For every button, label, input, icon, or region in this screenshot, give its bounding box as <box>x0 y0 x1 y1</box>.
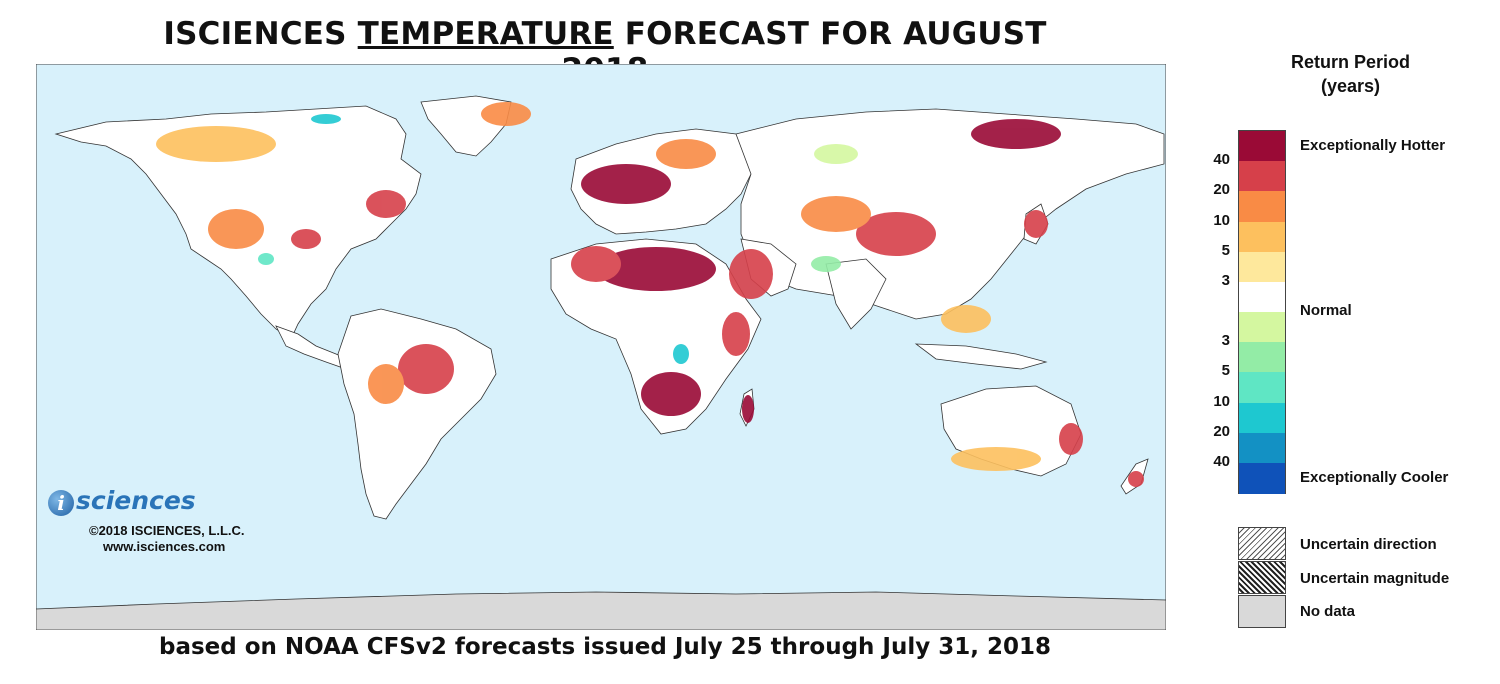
scale-swatch <box>1239 402 1285 434</box>
page-title: ISCIENCES TEMPERATURE FORECAST FOR AUGUS… <box>160 16 1050 88</box>
no-data-swatch <box>1238 595 1286 628</box>
copyright-text: ©2018 ISCIENCES, L.L.C. <box>89 523 245 538</box>
south-america <box>337 308 497 520</box>
scale-swatch <box>1239 281 1285 313</box>
scale-tick-label: 20 <box>1213 422 1230 440</box>
logo-mark-icon: i <box>48 490 74 516</box>
india <box>825 258 887 330</box>
label-uncertain-direction: Uncertain direction <box>1300 536 1437 553</box>
scale-swatch <box>1239 221 1285 253</box>
isciences-logo: i sciences ©2018 ISCIENCES, L.L.C. www.i… <box>48 486 288 556</box>
logo-brand: sciences <box>76 486 196 515</box>
anomaly-cool <box>258 114 858 364</box>
scale-swatch <box>1239 372 1285 404</box>
label-normal: Normal <box>1300 302 1352 319</box>
label-uncertain-magnitude: Uncertain magnitude <box>1300 570 1450 587</box>
color-scale <box>1238 130 1286 494</box>
scale-swatch <box>1239 462 1285 494</box>
label-no-data: No data <box>1300 603 1356 620</box>
website-text: www.isciences.com <box>103 539 226 554</box>
antarctica <box>36 591 1166 630</box>
scale-tick-label: 3 <box>1221 271 1230 289</box>
scale-tick-label: 20 <box>1213 181 1230 199</box>
scale-swatch <box>1239 161 1285 193</box>
label-exceptionally-hotter: Exceptionally Hotter <box>1300 137 1446 154</box>
scale-swatch <box>1239 251 1285 283</box>
scale-tick-label: 5 <box>1221 241 1230 259</box>
page-subtitle: based on NOAA CFSv2 forecasts issued Jul… <box>158 634 1051 660</box>
uncertain-magnitude-swatch <box>1238 561 1286 594</box>
legend-title: Return Period (years) <box>1290 52 1410 96</box>
scale-swatch <box>1239 312 1285 343</box>
title-underlined-word: TEMPERATURE <box>357 16 614 52</box>
scale-tick-label: 40 <box>1213 452 1230 470</box>
africa <box>550 238 762 435</box>
scale-tick-label: 10 <box>1213 211 1230 229</box>
title-prefix: ISCIENCES <box>163 16 358 52</box>
scale-tick-label: 10 <box>1213 392 1230 410</box>
world-map <box>36 64 1166 630</box>
scale-swatch <box>1239 432 1285 464</box>
scale-tick-label: 3 <box>1221 332 1230 350</box>
scale-swatch <box>1239 131 1285 162</box>
anomaly-hot <box>156 102 1144 487</box>
label-exceptionally-cooler: Exceptionally Cooler <box>1300 469 1449 486</box>
uncertain-direction-swatch <box>1238 527 1286 560</box>
scale-tick-label: 5 <box>1221 362 1230 380</box>
scale-tick-label: 40 <box>1213 151 1230 169</box>
indonesia <box>914 343 1048 370</box>
scale-swatch <box>1239 342 1285 374</box>
land <box>54 95 1165 520</box>
scale-swatch <box>1239 191 1285 223</box>
